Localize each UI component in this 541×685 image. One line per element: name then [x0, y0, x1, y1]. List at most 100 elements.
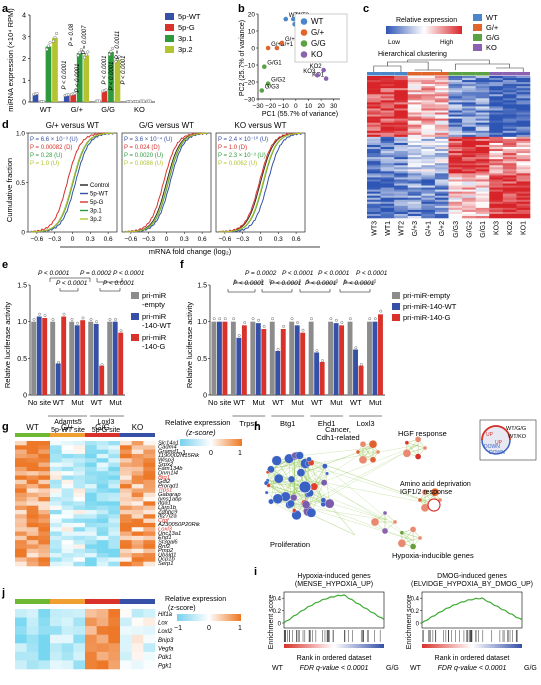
c-heatmap-cell: [502, 153, 517, 156]
c-heatmap-cell: [462, 209, 476, 213]
a-dot: [55, 31, 59, 35]
c-heatmap-cell: [502, 163, 517, 166]
c-heatmap-cell: [489, 114, 504, 117]
g-heatmap-cell: [120, 449, 132, 455]
c-heatmap-cell: [516, 161, 531, 164]
g-heatmap-cell: [131, 475, 144, 481]
c-heatmap-cell: [489, 199, 504, 203]
c-heatmap-cell: [394, 179, 409, 182]
b-point: [262, 64, 267, 69]
g-heatmap-cell: [131, 488, 144, 494]
g-heatmap-cell: [73, 492, 86, 498]
h-node: [414, 453, 422, 460]
c-heatmap-cell: [367, 211, 381, 215]
c-heatmap-cell: [434, 130, 449, 134]
f-bar: [280, 329, 286, 395]
g-subtitle: (z-score): [186, 428, 216, 437]
g-heatmap-cell: [61, 548, 74, 554]
h-cluster-label: IGF1/2 response: [400, 489, 452, 496]
i-plot-title: (ELVIDGE_HYPOXIA_BY_DMOG_UP): [411, 581, 533, 588]
e-pvalue: P < 0.0001: [113, 270, 145, 277]
c-heatmap-cell: [380, 122, 395, 125]
c-heatmap-cell: [380, 207, 395, 211]
g-heatmap-cell: [96, 488, 109, 494]
h-edge: [270, 463, 306, 469]
f-pvalue: P < 0.0001: [305, 280, 337, 287]
a-bar: [45, 46, 52, 102]
c-heatmap-cell: [407, 151, 422, 154]
c-heatmap-cell: [516, 132, 531, 136]
c-heatmap-cell: [394, 153, 409, 156]
g-heatmap-cell: [61, 441, 74, 446]
j-heatmap-cell: [85, 643, 97, 653]
a-bar: [52, 37, 58, 102]
g-heatmap-cell: [85, 557, 97, 562]
c-heatmap-cell: [448, 94, 463, 97]
c-heatmap-cell: [516, 147, 531, 150]
c-heatmap-cell: [502, 116, 517, 119]
g-heatmap-cell: [15, 488, 27, 494]
c-heatmap-cell: [394, 183, 409, 186]
h-edge: [268, 485, 324, 501]
c-heatmap-cell: [462, 114, 476, 117]
g-heatmap-cell: [131, 445, 144, 450]
g-heatmap-cell: [120, 527, 132, 532]
c-heatmap-cell: [502, 122, 517, 125]
c-heatmap-cell: [475, 124, 490, 128]
j-heatmap-cell: [26, 660, 39, 670]
h-edge: [299, 455, 438, 506]
c-colorbar: [386, 26, 462, 34]
i-ytick-label: 0: [416, 621, 420, 627]
c-heatmap-cell: [462, 187, 476, 190]
g-gene-label: Dcp1b: [158, 557, 176, 563]
c-heatmap-cell: [367, 205, 381, 209]
c-heatmap-cell: [448, 215, 463, 219]
j-heatmap-cell: [26, 626, 39, 636]
c-heatmap-cell: [448, 189, 463, 192]
g-heatmap-cell: [26, 492, 39, 498]
j-heatmap-cell: [50, 609, 62, 618]
g-heatmap-cell: [50, 535, 62, 541]
c-group-bar: [475, 72, 490, 76]
c-heatmap-cell: [475, 201, 490, 205]
a-dot: [48, 41, 52, 45]
panel-g-heatmap: −1 0 1WT G/+ G/G KOSlc14a1Cadm4Gramd11190002N…: [15, 423, 242, 567]
c-heatmap-cell: [367, 138, 381, 142]
c-heatmap-cell: [462, 213, 476, 217]
j-heatmap-cell: [73, 643, 86, 653]
g-heatmap-cell: [143, 509, 156, 515]
c-low: Low: [388, 39, 400, 46]
g-group-bar: [120, 433, 155, 437]
c-heatmap-cell: [516, 108, 531, 111]
c-heatmap-cell: [380, 201, 395, 205]
g-colorbar: [180, 439, 242, 446]
j-heatmap-cell: [96, 643, 109, 653]
j-gene-label: Lox: [158, 621, 169, 627]
a-dot: [117, 55, 121, 59]
c-heatmap-cell: [489, 118, 504, 121]
j-heatmap-cell: [38, 617, 51, 627]
g-heatmap-cell: [120, 462, 132, 468]
g-heatmap-cell: [61, 557, 74, 562]
c-heatmap-cell: [367, 106, 381, 109]
g-heatmap-cell: [120, 492, 132, 498]
c-heatmap-cell: [394, 175, 409, 178]
e-bar: [118, 332, 124, 395]
c-legend-swatch: [473, 24, 482, 31]
b-point: [274, 45, 280, 51]
c-heatmap-cell: [516, 90, 531, 93]
g-heatmap-cell: [108, 557, 121, 562]
g-heatmap-cell: [15, 548, 27, 554]
g-heatmap-cell: [38, 518, 51, 524]
d-xtick-label: 0.3: [274, 236, 283, 243]
g-scale-label: −1: [178, 450, 186, 457]
c-heatmap-cell: [367, 130, 381, 134]
f-bar: [236, 337, 242, 395]
g-heatmap-cell: [85, 553, 97, 558]
g-gene-label: Ivns1abp: [158, 496, 182, 502]
g-heatmap-cell: [38, 505, 51, 511]
e-dot: [100, 363, 104, 367]
c-heatmap-cell: [434, 90, 449, 93]
c-heatmap-cell: [448, 86, 463, 89]
